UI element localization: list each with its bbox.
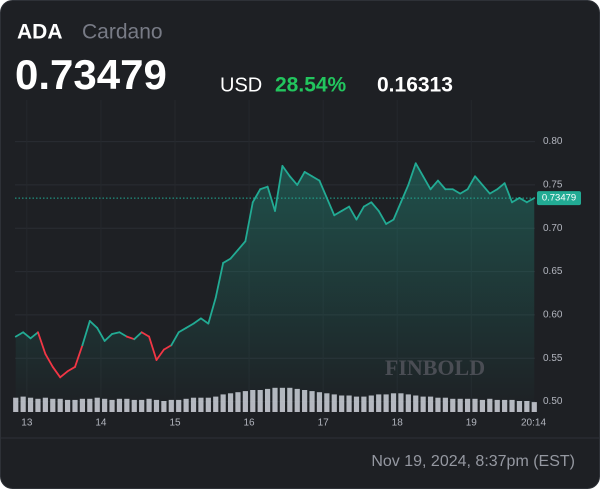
- price-segment: [266, 185, 276, 212]
- price-segment: [96, 327, 106, 342]
- price-segment: [118, 331, 128, 338]
- price-segment: [37, 331, 47, 355]
- price-segment: [518, 197, 528, 204]
- price-segment: [466, 175, 476, 191]
- coin-name: Cardano: [82, 21, 163, 44]
- price-segment: [177, 327, 188, 334]
- price-segment: [370, 201, 380, 212]
- y-tick-label: 0.60: [543, 310, 563, 321]
- x-tick-label: 17: [318, 418, 330, 429]
- price-segment: [407, 162, 417, 186]
- price-segment: [214, 262, 225, 299]
- x-tick-label: 19: [466, 418, 478, 429]
- watermark: FINBOLD: [385, 355, 485, 380]
- change: 0.16313: [377, 74, 453, 97]
- current-price-box: [537, 191, 581, 206]
- price-segment: [229, 249, 239, 260]
- y-tick-label: 0.80: [543, 136, 563, 147]
- price: 0.73479: [15, 51, 167, 98]
- symbol: ADA: [17, 21, 63, 44]
- price-segment: [170, 331, 180, 347]
- price-segment: [222, 257, 232, 264]
- price-segment: [437, 179, 447, 191]
- change-pct: 28.54%: [275, 74, 347, 97]
- timestamp: Nov 19, 2024, 8:37pm (EST): [371, 453, 575, 470]
- y-tick-label: 0.55: [543, 353, 563, 364]
- price-segment: [140, 331, 150, 338]
- price-segment: [422, 175, 432, 191]
- price-segment: [429, 179, 439, 191]
- price-segment: [355, 205, 365, 221]
- price-segment: [14, 331, 25, 338]
- y-tick-label: 0.70: [543, 223, 563, 234]
- price-segment: [400, 184, 410, 204]
- price-segment: [162, 344, 173, 351]
- price-segment: [303, 171, 313, 178]
- price-segment: [318, 179, 328, 199]
- price-segment: [155, 348, 165, 361]
- price-segment: [237, 240, 247, 251]
- volume-bar: [13, 397, 19, 412]
- price-segment: [29, 331, 39, 340]
- price-segment: [274, 164, 284, 212]
- price-area: [15, 163, 535, 412]
- price-segment: [81, 320, 91, 347]
- price-segment: [481, 184, 491, 195]
- price-segment: [59, 370, 69, 379]
- price-segment: [511, 197, 521, 204]
- price-segment: [148, 335, 158, 361]
- price-segment: [362, 201, 373, 208]
- price-segment: [74, 344, 84, 368]
- price-segment: [296, 171, 306, 186]
- x-tick-label: 13: [21, 418, 33, 429]
- price-segment: [281, 164, 291, 178]
- price-segment: [288, 175, 299, 186]
- x-tick-label: 16: [244, 418, 256, 429]
- price-segment: [488, 188, 499, 195]
- price-segment: [474, 175, 484, 186]
- price-segment: [525, 197, 536, 204]
- price-segment: [103, 333, 113, 342]
- price-segment: [259, 185, 269, 191]
- price-segment: [66, 366, 76, 373]
- price-segment: [377, 210, 388, 225]
- price-segment: [244, 201, 254, 243]
- price-segment: [311, 175, 321, 182]
- x-tick-label: 18: [392, 418, 404, 429]
- price-segment: [88, 320, 99, 329]
- price-segment: [207, 296, 217, 325]
- current-price-label: 0.73479: [542, 193, 576, 204]
- price-segment: [111, 331, 121, 335]
- price-segment: [503, 182, 513, 204]
- price-segment: [251, 188, 262, 204]
- x-tick-label: 14: [95, 418, 107, 429]
- x-tick-label: 20:14: [521, 418, 546, 429]
- price-segment: [185, 322, 195, 329]
- price-segment: [51, 366, 62, 379]
- price-segment: [44, 353, 54, 368]
- price-segment: [333, 210, 343, 217]
- x-tick-label: 15: [169, 418, 181, 429]
- y-tick-label: 0.50: [543, 396, 563, 407]
- price-segment: [192, 317, 202, 325]
- price-segment: [385, 218, 395, 225]
- price-segment: [133, 331, 143, 341]
- price-segment: [348, 205, 358, 221]
- price-segment: [392, 201, 402, 221]
- price-segment: [125, 335, 136, 341]
- price-segment: [451, 188, 462, 195]
- price-segment: [200, 317, 210, 325]
- price-segment: [496, 182, 506, 191]
- price-segment: [414, 162, 425, 178]
- price-segment: [340, 205, 350, 212]
- price-segment: [325, 197, 336, 217]
- price-segment: [22, 331, 32, 340]
- currency: USD: [220, 74, 262, 96]
- y-tick-label: 0.75: [543, 180, 563, 191]
- y-tick-label: 0.65: [543, 266, 563, 277]
- price-segment: [459, 188, 469, 195]
